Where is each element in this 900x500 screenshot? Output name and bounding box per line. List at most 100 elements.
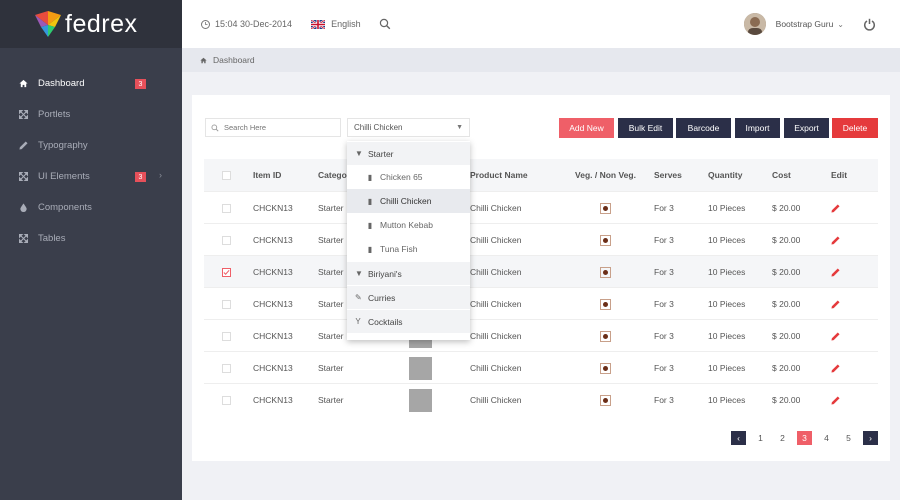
non-veg-icon [600,266,611,278]
sidebar-item-components[interactable]: Components [0,192,182,223]
page-button[interactable]: 5 [846,433,851,443]
select-all-checkbox[interactable] [222,170,231,180]
bulk-edit-button[interactable]: Bulk Edit [618,118,673,138]
category-dropdown-menu: ▼ Starter ▮ Chicken 65 ▮ Chilli Chicken … [347,141,470,340]
column-header[interactable]: Veg. / Non Veg. [575,170,636,180]
breadcrumb-item[interactable]: Dashboard [213,55,255,65]
brand-name: fedrex [65,9,138,38]
item-id: CHCKN13 [253,203,293,213]
item-id: CHCKN13 [253,331,293,341]
item-id: CHCKN13 [253,267,293,277]
product-name: Chilli Chicken [470,235,522,245]
product-name: Chilli Chicken [470,203,522,213]
quantity-cell: 10 Pieces [708,235,746,245]
table-row[interactable]: CHCKN13 Starter Chilli Chicken For 3 10 Piec… [204,255,878,287]
quantity-cell: 10 Pieces [708,331,746,341]
page-button[interactable]: 2 [780,433,785,443]
dropdown-item[interactable]: ▮ Chicken 65 [347,165,470,189]
edit-icon[interactable] [831,203,840,213]
home-icon [200,57,207,63]
sidebar-item-portlets[interactable]: Portlets [0,99,182,130]
category-select[interactable]: Chilli Chicken ▼ [347,118,470,137]
dropdown-group-label: Biriyani's [368,268,402,279]
glass-icon: ▼ [355,269,363,278]
column-header[interactable]: Item ID [253,170,282,180]
dropdown-item-selected[interactable]: ▮ Chilli Chicken [347,189,470,213]
product-name: Chilli Chicken [470,267,522,277]
category-cell: Starter [318,267,344,277]
power-icon[interactable] [863,18,876,31]
item-id: CHCKN13 [253,395,293,405]
import-button[interactable]: Import [735,118,780,138]
item-id: CHCKN13 [253,235,293,245]
edit-icon[interactable] [831,395,840,405]
table-row[interactable]: CHCKN13 Starter Chilli Chicken For 3 10 Piec… [204,319,878,351]
sidebar-item-dashboard[interactable]: Dashboard 3 [0,68,182,99]
add-new-button[interactable]: Add New [559,118,614,138]
next-page-button[interactable]: › [863,431,878,445]
quantity-cell: 10 Pieces [708,363,746,373]
sidebar-item-tables[interactable]: Tables [0,223,182,254]
item-id: CHCKN13 [253,363,293,373]
notification-badge: 3 [135,172,146,182]
sidebar-item-label: Components [38,202,92,213]
category-cell: Starter [318,299,344,309]
dropdown-item[interactable]: ▮ Tuna Fish [347,237,470,261]
user-menu[interactable]: Bootstrap Guru ⌄ [743,13,844,35]
uk-flag-icon[interactable] [311,19,326,29]
row-checkbox[interactable] [222,267,231,277]
dropdown-group-cocktails[interactable]: Y Cocktails [347,309,470,333]
pagination: ‹ 1 2 3 4 5 › [731,431,885,445]
column-header[interactable]: Cost [772,170,791,180]
column-header[interactable]: Serves [654,170,682,180]
sidebar-item-ui-elements[interactable]: UI Elements 3 › [0,161,182,192]
row-checkbox[interactable] [222,235,231,245]
logo[interactable]: fedrex [0,0,182,48]
sidebar-item-typography[interactable]: Typography [0,130,182,161]
delete-button[interactable]: Delete [832,118,878,138]
row-checkbox[interactable] [222,203,231,213]
dropdown-group-curries[interactable]: ✎ Curries [347,285,470,309]
page-button-active[interactable]: 3 [797,431,812,445]
category-cell: Starter [318,395,344,405]
dropdown-group-starter[interactable]: ▼ Starter [347,141,470,165]
search-field[interactable] [205,118,341,137]
non-veg-icon [600,202,611,214]
quantity-cell: 10 Pieces [708,299,746,309]
table-row[interactable]: CHCKN13 Starter Chilli Chicken For 3 10 Piec… [204,191,878,223]
row-checkbox[interactable] [222,299,231,309]
edit-icon[interactable] [831,267,840,277]
row-checkbox[interactable] [222,395,231,405]
edit-icon[interactable] [831,235,840,245]
barcode-button[interactable]: Barcode [676,118,731,138]
datetime-text: 15:04 30-Dec-2014 [215,19,293,29]
glass-icon: ▮ [367,220,373,230]
page-button[interactable]: 4 [824,433,829,443]
search-icon[interactable] [379,18,391,30]
dropdown-item[interactable]: ▮ Mutton Kebab [347,213,470,237]
search-input[interactable] [224,123,334,132]
row-checkbox[interactable] [222,331,231,341]
edit-icon[interactable] [831,331,840,341]
export-button[interactable]: Export [784,118,829,138]
column-header[interactable]: Category [318,170,355,180]
dropdown-group-biriyanis[interactable]: ▼ Biriyani's [347,261,470,285]
table-row[interactable]: CHCKN13 Starter Chilli Chicken For 3 10 Piec… [204,383,878,415]
edit-icon[interactable] [831,363,840,373]
table-row[interactable]: CHCKN13 Starter Chilli Chicken For 3 10 Piec… [204,351,878,383]
row-checkbox[interactable] [222,363,231,373]
prev-page-button[interactable]: ‹ [731,431,746,445]
language-selector[interactable]: English [331,19,361,29]
glass-icon: ▮ [367,244,373,254]
avatar [743,13,766,35]
table-row[interactable]: CHCKN13 Starter Chilli Chicken For 3 10 Piec… [204,223,878,255]
quantity-cell: 10 Pieces [708,395,746,405]
chevron-down-icon: ⌄ [837,19,844,29]
column-header[interactable]: Quantity [708,170,743,180]
edit-icon[interactable] [831,299,840,309]
column-header[interactable]: Product Name [470,170,528,180]
page-button[interactable]: 1 [758,433,763,443]
table-row[interactable]: CHCKN13 Starter Chilli Chicken For 3 10 Piec… [204,287,878,319]
quantity-cell: 10 Pieces [708,267,746,277]
sidebar: fedrex Dashboard 3 Portlets Typography [0,0,182,500]
